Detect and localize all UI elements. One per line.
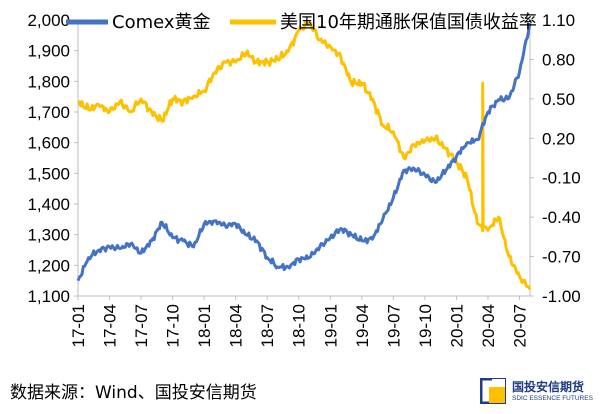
left-tick-label: 1,900: [27, 42, 70, 61]
x-tick-label: 17-10: [164, 304, 183, 347]
right-tick-label: -1.00: [542, 287, 581, 306]
x-tick-label: 19-01: [321, 304, 340, 347]
logo-mark-icon: [480, 378, 506, 404]
left-y-axis: 1,100 1,200 1,300 1,400 1,500 1,600 1,700 1,800…: [27, 11, 79, 306]
right-tick-label: -0.70: [542, 248, 581, 267]
x-tick-label: 18-10: [290, 304, 309, 347]
left-tick-label: 1,100: [27, 287, 70, 306]
x-tick-label: 17-01: [69, 304, 88, 347]
left-tick-label: 1,500: [27, 164, 70, 183]
x-tick-label: 19-10: [416, 304, 435, 347]
x-tick-label: 18-04: [227, 304, 246, 347]
x-tick-label: 18-01: [195, 304, 214, 347]
left-tick-label: 1,200: [27, 256, 70, 275]
series-line-comex-gold: [76, 22, 532, 282]
legend: Comex黄金 美国10年期通胀保值国债收益率: [66, 12, 537, 33]
legend-label: Comex黄金: [112, 12, 211, 33]
x-tick-label: 17-04: [101, 304, 120, 347]
legend-label: 美国10年期通胀保值国债收益率: [280, 12, 537, 33]
right-tick-label: 0.20: [542, 129, 575, 148]
left-tick-label: 1,600: [27, 134, 70, 153]
right-tick-label: 1.10: [542, 11, 575, 30]
x-axis: 17-01 17-04 17-07 17-10 18-01 18-04 18-07 18-10…: [69, 295, 530, 347]
data-source-note: 数据来源：Wind、国投安信期货: [10, 383, 257, 403]
left-tick-label: 1,400: [27, 195, 70, 214]
right-tick-label: -0.40: [542, 208, 581, 227]
logo-name-cn: 国投安信期货: [512, 380, 585, 394]
x-tick-label: 19-04: [353, 304, 372, 347]
x-tick-label: 20-01: [447, 304, 466, 347]
x-tick-label: 20-07: [510, 304, 529, 347]
right-tick-label: 0.80: [542, 50, 575, 69]
left-tick-label: 1,300: [27, 226, 70, 245]
right-tick-label: -0.10: [542, 169, 581, 188]
series-line-tips-yield: [77, 20, 532, 291]
left-tick-label: 1,800: [27, 72, 70, 91]
x-tick-label: 20-04: [479, 304, 498, 347]
x-tick-label: 17-07: [132, 304, 151, 347]
left-tick-label: 1,700: [27, 103, 70, 122]
right-tick-label: 0.50: [542, 90, 575, 109]
x-tick-label: 19-07: [384, 304, 403, 347]
right-y-axis: -1.00 -0.70 -0.40 -0.10 0.20 0.50 0.80 1.10: [529, 11, 581, 306]
company-logo: 国投安信期货 SDIC ESSENCE FUTURES: [480, 376, 596, 410]
x-tick-label: 18-07: [258, 304, 277, 347]
series-layer: [76, 20, 532, 291]
logo-name-en: SDIC ESSENCE FUTURES: [512, 395, 593, 402]
left-tick-label: 2,000: [27, 11, 70, 30]
